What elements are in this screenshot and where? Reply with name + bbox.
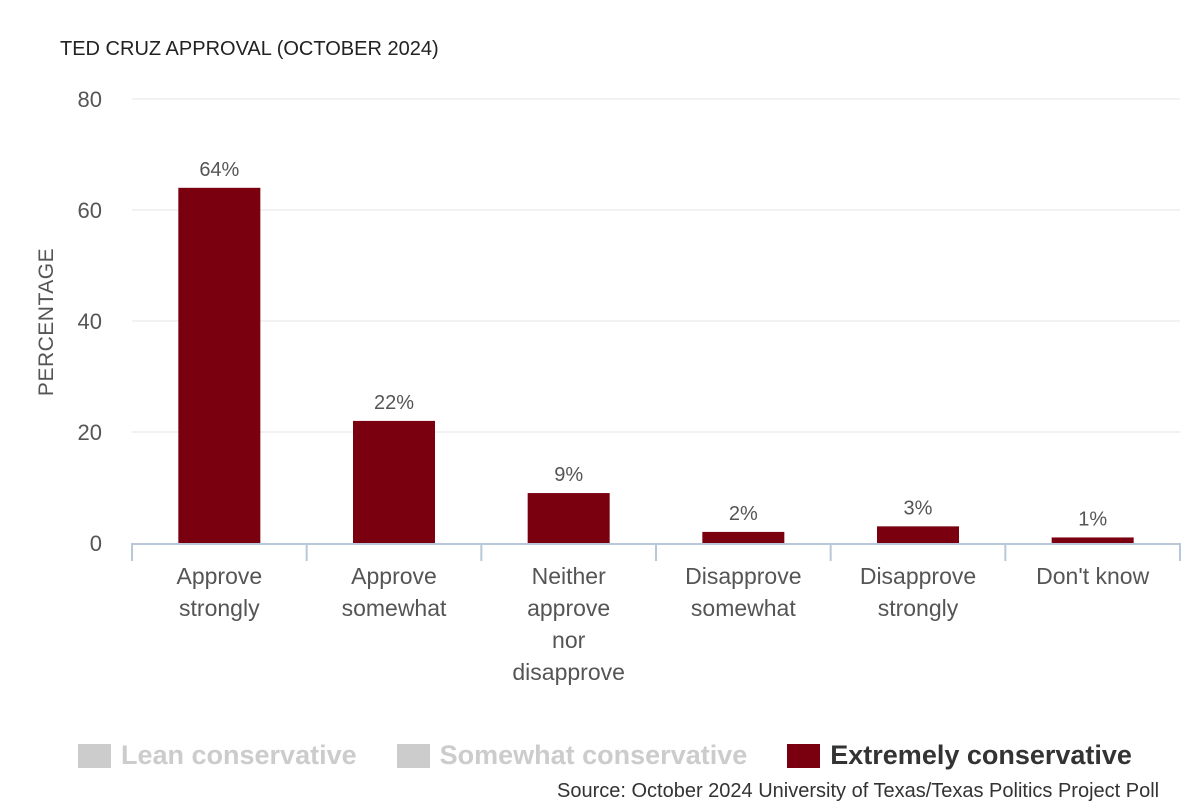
legend-label: Lean conservative — [121, 740, 357, 770]
data-label: 3% — [904, 497, 933, 519]
source-note: Source: October 2024 University of Texas… — [557, 780, 1160, 802]
x-axis — [131, 543, 1181, 561]
category-label: Neither approve nor disapprove — [512, 563, 625, 685]
legend-item[interactable]: Extremely conservative — [787, 740, 1132, 771]
data-label: 1% — [1078, 508, 1107, 530]
category-label: Don't know — [1036, 563, 1149, 589]
data-label: 64% — [199, 159, 239, 181]
legend-swatch — [78, 743, 111, 768]
legend: Lean conservative Somewhat conservative Ex… — [78, 740, 1172, 771]
legend-swatch — [396, 743, 430, 768]
y-tick-label: 80 — [78, 87, 102, 112]
bar-chart: 0 20 40 60 80 PERCENTAGE 64% 22% 9% 2% 3% 1% Appr… — [35, 87, 1181, 685]
legend-label: Somewhat conservative — [439, 740, 748, 770]
y-axis-ticks: 0 20 40 60 80 — [78, 87, 102, 556]
legend-item[interactable]: Somewhat conservative — [396, 740, 748, 771]
category-label: Approve somewhat — [342, 563, 447, 621]
y-tick-label: 40 — [78, 309, 102, 334]
legend-swatch — [787, 743, 821, 768]
data-label: 2% — [729, 503, 758, 525]
y-tick-label: 60 — [78, 198, 102, 223]
category-label: Approve strongly — [176, 563, 262, 621]
bar[interactable] — [1051, 537, 1134, 543]
bar[interactable] — [527, 493, 610, 543]
category-label: Disapprove somewhat — [685, 563, 801, 621]
y-tick-label: 0 — [90, 531, 102, 556]
gridlines — [132, 98, 1180, 433]
legend-item[interactable]: Lean conservative — [78, 740, 357, 771]
bars: 64% 22% 9% 2% 3% 1% — [178, 159, 1134, 544]
category-labels: Approve strongly Approve somewhat Neither app… — [176, 563, 1149, 685]
chart-title: TED CRUZ APPROVAL (OCTOBER 2024) — [60, 38, 439, 60]
bar[interactable] — [178, 187, 261, 544]
legend-label: Extremely conservative — [830, 740, 1132, 770]
y-axis-label: PERCENTAGE — [35, 248, 58, 396]
category-label: Disapprove strongly — [860, 563, 976, 621]
bar[interactable] — [353, 420, 435, 543]
bar[interactable] — [702, 531, 785, 543]
y-tick-label: 20 — [78, 420, 102, 445]
bar[interactable] — [877, 526, 959, 543]
data-label: 9% — [554, 464, 583, 486]
data-label: 22% — [374, 392, 414, 414]
